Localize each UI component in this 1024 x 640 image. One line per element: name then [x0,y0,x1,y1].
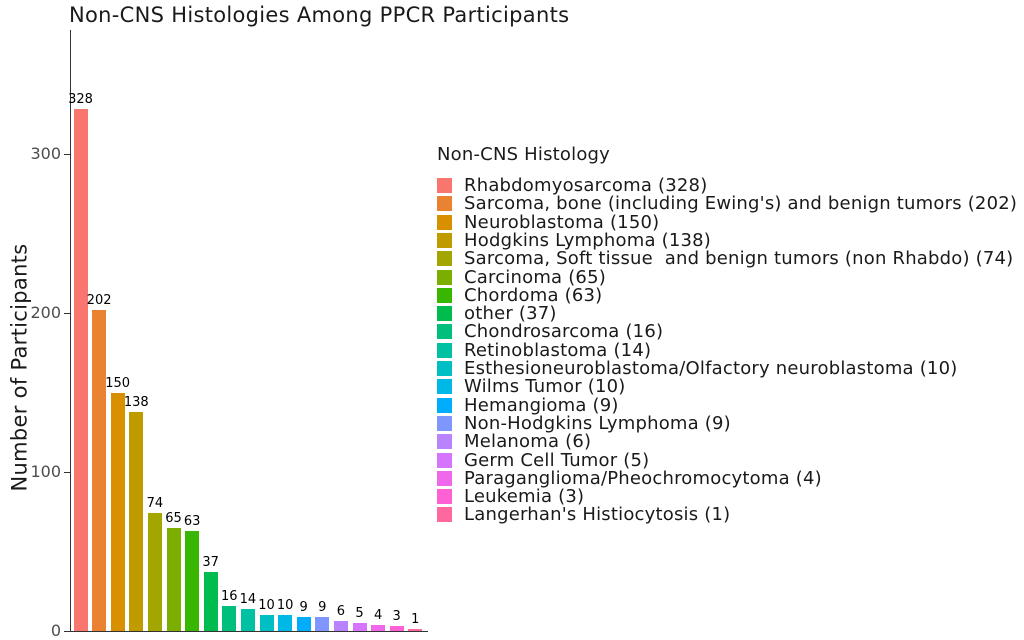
legend-swatch-chordoma [437,287,452,303]
legend-label-neuroblastoma: Neuroblastoma (150) [464,211,660,233]
legend-swatch-melanoma [437,434,452,450]
legend-label-melanoma: Melanoma (6) [464,431,592,453]
legend-swatch-retinoblastoma [437,342,452,358]
x-axis-line [70,631,428,632]
bar-value-label: 9 [318,599,327,615]
legend-swatch-rhabdomyosarcoma [437,178,452,193]
y-tick-label: 300 [30,144,61,163]
bar-value-label: 10 [258,598,275,614]
legend-label-other: other (37) [464,303,557,325]
legend-label-hodgkins-lymphoma: Hodgkins Lymphoma (138) [464,229,712,251]
bar-paraganglioma-pheochromocytoma [371,624,386,631]
bar-germ-cell-tumor [352,623,367,631]
bar-value-label: 5 [355,606,364,622]
legend-label-esthesioneuroblastoma-olfactory-neuroblastoma: Esthesioneuroblastoma/Olfactory neurobla… [464,358,958,379]
bar-wilms-tumor [278,615,293,631]
legend-swatch-leukemia [437,489,452,505]
bar-sarcoma-soft-tissue-and-benign-tumors-non-rhabdo [147,513,162,631]
bar-retinoblastoma [240,608,255,631]
y-tick-label: 200 [30,303,61,322]
legend-swatch-carcinoma [437,269,452,285]
legend-label-chondrosarcoma: Chondrosarcoma (16) [464,321,664,343]
bar-value-label: 63 [183,513,201,529]
legend-label-hemangioma: Hemangioma (9) [464,394,619,416]
legend-swatch-germ-cell-tumor [437,452,452,468]
y-tick-mark [64,153,70,155]
legend-label-leukemia: Leukemia (3) [464,486,585,508]
bar-other [203,572,218,631]
bar-value-label: 202 [86,292,112,308]
legend-swatch-sarcoma-soft-tissue-and-benign-tumors-non-rhabdo [437,251,452,267]
legend-swatch-neuroblastoma [437,214,452,230]
bar-chordoma [185,530,200,631]
legend-label-wilms-tumor: Wilms Tumor (10) [464,376,626,398]
y-axis-title: Number of Participants [7,243,32,492]
legend-swatch-hemangioma [437,397,452,413]
bar-value-label: 37 [202,555,219,571]
legend-swatch-non-hodgkins-lymphoma [437,415,452,431]
y-tick-mark [64,471,70,473]
bar-carcinoma [166,527,181,631]
y-tick-mark [64,630,70,632]
legend-label-carcinoma: Carcinoma (65) [464,266,606,288]
legend-swatch-other [437,306,452,322]
y-tick-label: 100 [30,462,61,481]
legend-label-rhabdomyosarcoma: Rhabdomyosarcoma (328) [464,175,708,196]
bar-value-label: 4 [373,607,383,623]
bar-leukemia [389,626,404,631]
legend-label-sarcoma-soft-tissue-and-benign-tumors-non-rhabdo: Sarcoma, Soft tissue and benign tumors (… [464,248,1014,270]
y-tick-mark [64,312,70,314]
legend-label-paraganglioma-pheochromocytoma: Paraganglioma/Pheochromocytoma (4) [464,467,822,489]
bar-sarcoma-bone-including-ewing-s-and-benign-tumors [92,309,107,631]
legend-label-non-hodgkins-lymphoma: Non-Hodgkins Lymphoma (9) [464,412,731,434]
bar-non-hodgkins-lymphoma [315,616,330,631]
bar-value-label: 74 [146,496,164,512]
bar-rhabdomyosarcoma [73,109,88,631]
bar-value-label: 10 [276,598,294,614]
legend-swatch-langerhan-s-histiocytosis [437,507,452,523]
legend-label-germ-cell-tumor: Germ Cell Tumor (5) [464,449,650,471]
bar-value-label: 65 [165,510,182,526]
legend-label-chordoma: Chordoma (63) [464,284,603,306]
legend-swatch-sarcoma-bone-including-ewing-s-and-benign-tumors [437,196,452,212]
y-axis-line [70,30,71,631]
chart-title: Non-CNS Histologies Among PPCR Participa… [69,3,570,27]
legend-label-retinoblastoma: Retinoblastoma (14) [464,339,652,361]
bar-value-label: 328 [68,92,93,108]
legend-swatch-chondrosarcoma [437,324,452,340]
legend-swatch-hodgkins-lymphoma [437,232,452,248]
legend-title: Non-CNS Histology [437,144,611,165]
bar-chondrosarcoma [222,605,237,631]
bar-esthesioneuroblastoma-olfactory-neuroblastoma [259,615,274,631]
bar-value-label: 16 [221,588,238,604]
bar-value-label: 138 [123,394,149,410]
legend-label-langerhan-s-histiocytosis: Langerhan's Histiocytosis (1) [464,504,731,526]
bar-langerhan-s-histiocytosis [408,629,423,631]
y-tick-label: 0 [50,621,61,640]
bar-neuroblastoma [110,392,125,631]
bar-value-label: 1 [411,612,420,628]
bar-value-label: 150 [105,375,131,391]
legend-swatch-esthesioneuroblastoma-olfactory-neuroblastoma [437,361,452,376]
bar-value-label: 6 [336,604,346,620]
bar-hemangioma [296,616,311,631]
bar-value-label: 3 [392,609,401,625]
legend-swatch-paraganglioma-pheochromocytoma [437,470,452,486]
legend-swatch-wilms-tumor [437,379,452,395]
bar-melanoma [333,621,348,631]
bar-value-label: 9 [299,599,308,615]
legend-label-sarcoma-bone-including-ewing-s-and-benign-tumors: Sarcoma, bone (including Ewing's) and be… [464,193,1018,215]
bar-hodgkins-lymphoma [129,411,144,631]
bar-value-label: 14 [239,591,257,607]
